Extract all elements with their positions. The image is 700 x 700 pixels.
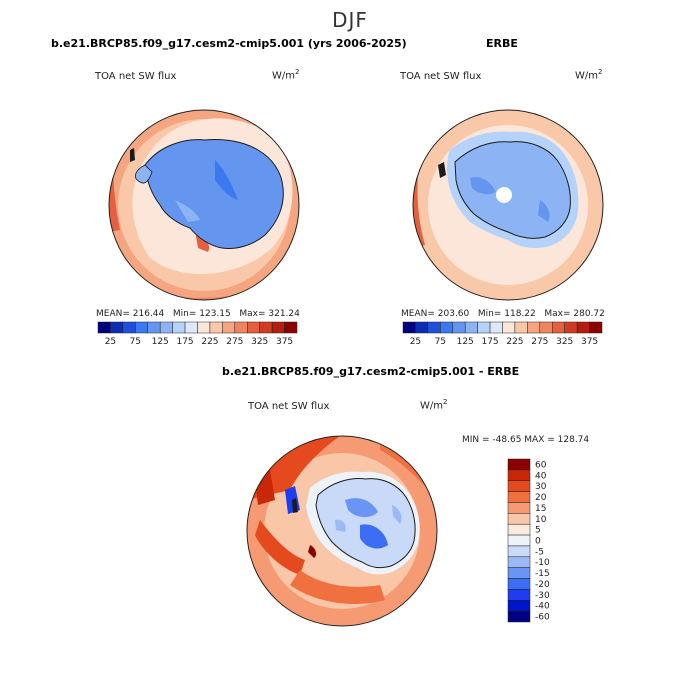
colorbar-model-swatch — [271, 321, 285, 334]
colorbar-erbe-swatch — [576, 321, 590, 334]
units-label-erbe: W/m2 — [575, 68, 603, 82]
colorbar-difference-tick-label: -60 — [535, 613, 550, 623]
colorbar-difference-swatch — [507, 491, 531, 503]
colorbar-erbe-swatch — [552, 321, 565, 334]
colorbar-difference-swatch — [507, 600, 531, 612]
colorbar-model-tick-label: 25 — [105, 337, 116, 347]
colorbar-difference-swatch — [507, 545, 531, 558]
colorbar-model-swatch — [284, 321, 298, 334]
colorbar-model-swatch — [172, 321, 186, 334]
colorbar-model-swatch — [234, 321, 248, 334]
map-model — [108, 109, 300, 301]
colorbar-model-tick-label: 275 — [226, 337, 243, 347]
map-difference — [246, 435, 438, 627]
colorbar-difference-swatch — [507, 502, 531, 514]
colorbar-model-tick-label: 325 — [251, 337, 268, 347]
colorbar-erbe-swatch — [564, 321, 578, 334]
colorbar-model-swatch — [159, 321, 173, 334]
colorbar-model-tick-label: 175 — [176, 337, 193, 347]
colorbar-erbe-tick-label: 25 — [410, 337, 421, 347]
colorbar-erbe-tick-label: 325 — [556, 337, 573, 347]
colorbar-difference-tick-label: -5 — [535, 547, 544, 557]
colorbar-difference-swatch — [507, 578, 531, 590]
units-label-model: W/m2 — [272, 68, 300, 82]
colorbar-erbe-swatch — [502, 321, 516, 334]
colorbar-erbe-tick-label: 275 — [531, 337, 548, 347]
panel-title-model: b.e21.BRCP85.f09_g17.cesm2-cmip5.001 (yr… — [51, 37, 407, 50]
colorbar-difference-swatch — [507, 610, 531, 623]
colorbar-difference-tick-label: -20 — [535, 580, 550, 590]
colorbar-erbe-swatch — [402, 321, 416, 334]
colorbar-erbe-tick-label: 375 — [581, 337, 598, 347]
colorbar-difference-tick-label: -30 — [535, 591, 550, 601]
colorbar-erbe-swatch — [452, 321, 466, 334]
colorbar-difference-tick-label: 15 — [535, 504, 546, 514]
colorbar-model-swatch — [135, 321, 148, 334]
stats-difference: MIN = -48.65 MAX = 128.74 — [462, 435, 590, 445]
colorbar-difference-tick-label: -15 — [535, 569, 550, 579]
colorbar-erbe-swatch — [415, 321, 429, 334]
colorbar-model-swatch — [97, 321, 111, 334]
colorbar-erbe-tick-label: 225 — [506, 337, 523, 347]
variable-label-model: TOA net SW flux — [95, 71, 177, 82]
colorbar-model: 25 75 125 175 225 275 325 375 — [97, 321, 298, 347]
colorbar-difference-swatch — [507, 523, 531, 536]
units-label-difference: W/m2 — [420, 398, 448, 412]
colorbar-model-swatch — [222, 321, 236, 334]
colorbar-difference-tick-label: 30 — [535, 482, 547, 492]
colorbar-difference-swatch — [507, 556, 531, 568]
colorbar-difference-swatch — [507, 458, 531, 471]
colorbar-model-swatch — [147, 321, 161, 334]
colorbar-difference-swatch — [507, 469, 531, 481]
colorbar-model-swatch — [259, 321, 273, 334]
colorbar-difference-tick-label: -40 — [535, 602, 550, 612]
panel-title-erbe: ERBE — [486, 37, 518, 50]
colorbar-model-swatch — [122, 321, 136, 334]
stats-model: MEAN= 216.44 Min= 123.15 Max= 321.24 — [96, 309, 300, 319]
colorbar-difference-tick-label: 20 — [535, 493, 547, 503]
variable-label-erbe: TOA net SW flux — [400, 71, 482, 82]
colorbar-erbe-tick-label: 125 — [457, 337, 474, 347]
colorbar-erbe-tick-label: 175 — [481, 337, 498, 347]
colorbar-model-tick-label: 375 — [276, 337, 293, 347]
colorbar-erbe-swatch — [477, 321, 491, 334]
colorbar-model-swatch — [184, 321, 198, 334]
colorbar-erbe-swatch — [514, 321, 528, 334]
colorbar-difference-tick-label: 60 — [535, 460, 547, 470]
colorbar-difference-swatch — [507, 567, 531, 579]
colorbar-model-swatch — [197, 321, 211, 334]
colorbar-difference-tick-label: 5 — [535, 526, 541, 536]
figure-supertitle: DJF — [332, 8, 368, 32]
colorbar-model-swatch — [110, 321, 124, 334]
colorbar-difference-tick-label: -10 — [535, 558, 550, 568]
colorbar-erbe: 25 75 125 175 225 275 325 375 — [402, 321, 603, 347]
colorbar-erbe-swatch — [489, 321, 503, 334]
colorbar-model-tick-label: 75 — [130, 337, 141, 347]
colorbar-difference-swatch — [507, 480, 531, 492]
colorbar-difference-swatch — [507, 513, 531, 525]
colorbar-model-tick-label: 225 — [201, 337, 218, 347]
map-erbe — [412, 109, 604, 301]
colorbar-model-tick-label: 125 — [152, 337, 169, 347]
colorbar-model-swatch — [247, 321, 260, 334]
colorbar-erbe-swatch — [427, 321, 441, 334]
colorbar-erbe-swatch — [440, 321, 453, 334]
colorbar-erbe-tick-label: 75 — [435, 337, 446, 347]
colorbar-difference-swatch — [507, 534, 531, 547]
colorbar-model-swatch — [209, 321, 223, 334]
colorbar-erbe-swatch — [539, 321, 553, 334]
colorbar-erbe-swatch — [527, 321, 541, 334]
colorbar-difference-tick-label: 0 — [535, 537, 541, 547]
colorbar-difference-tick-label: 40 — [535, 471, 547, 481]
colorbar-erbe-swatch — [464, 321, 478, 334]
colorbar-difference-tick-label: 10 — [535, 515, 547, 525]
panel-title-difference: b.e21.BRCP85.f09_g17.cesm2-cmip5.001 - E… — [222, 365, 520, 378]
colorbar-difference-swatch — [507, 589, 531, 601]
variable-label-difference: TOA net SW flux — [248, 401, 330, 412]
stats-erbe: MEAN= 203.60 Min= 118.22 Max= 280.72 — [401, 309, 605, 319]
colorbar-erbe-swatch — [589, 321, 603, 334]
